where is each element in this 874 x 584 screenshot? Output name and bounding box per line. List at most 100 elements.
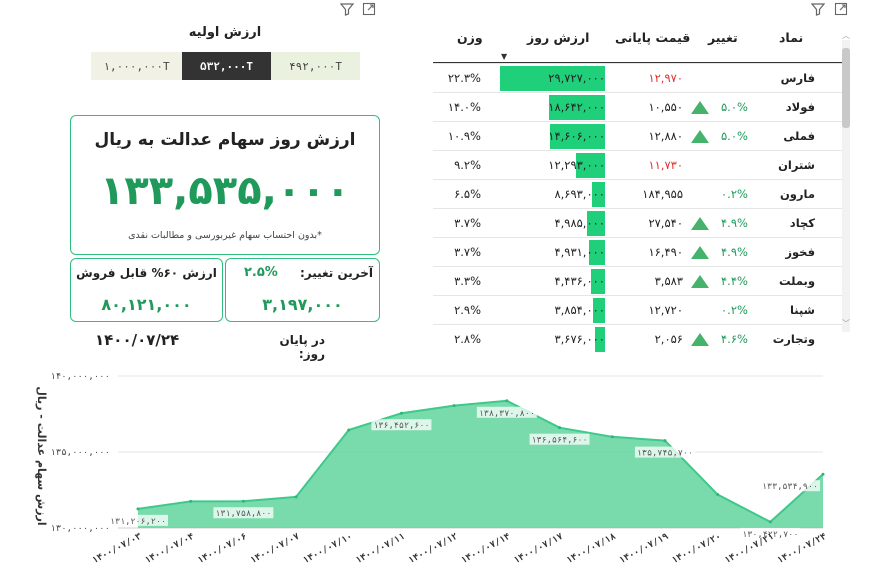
day-value-bar: [549, 95, 605, 120]
weight-cell: ۲.۹%: [454, 303, 481, 317]
day-value-footnote: *بدون احتساب سهام غیربورسی و مطالبات نقد…: [128, 230, 322, 241]
data-point[interactable]: [294, 495, 298, 499]
end-of-day-date: ۱۴۰۰/۰۷/۲۴: [95, 331, 180, 349]
filter-icon[interactable]: [339, 2, 355, 19]
day-value-title: ارزش روز سهام عدالت به ریال: [94, 130, 356, 150]
last-change-card: آخرین تغییر: ۲.۵% ۳,۱۹۷,۰۰۰: [225, 258, 380, 322]
option-492000[interactable]: ۴۹۲,۰۰۰T: [271, 52, 360, 80]
scroll-down-icon[interactable]: ﹀: [842, 319, 850, 328]
table-row[interactable]: فارس ۱۲,۹۷۰ ۲۹,۷۲۷,۰۰۰ ۲۲.۳%: [433, 63, 849, 93]
data-point[interactable]: [136, 507, 140, 511]
weight-cell: ۳.۳%: [454, 274, 481, 288]
table-row[interactable]: فخوز ۴.۹% ۱۶,۴۹۰ ۴,۹۳۱,۰۰۰ ۳.۷%: [433, 237, 849, 267]
change-cell: ۰.۲%: [721, 187, 748, 201]
day-value-bar: [593, 298, 605, 323]
option-532000[interactable]: ۵۳۲,۰۰۰T: [182, 52, 271, 80]
day-value-cell: ۲۹,۷۲۷,۰۰۰: [548, 71, 605, 85]
data-label: ۱۳۱,۲۰۶,۲۰۰: [110, 517, 166, 527]
x-tick-label: ۱۴۰۰/۰۷/۲۰: [670, 532, 723, 566]
table-row[interactable]: مارون ۰.۲% ۱۸۴,۹۵۵ ۸,۶۹۳,۰۰۰ ۶.۵%: [433, 179, 849, 209]
x-tick-label: ۱۴۰۰/۰۷/۱۷: [512, 532, 565, 567]
symbol-cell: وتجارت: [772, 332, 815, 346]
table-row[interactable]: فملی ۵.۰% ۱۲,۸۸۰ ۱۴,۶۰۶,۰۰۰ ۱۰.۹%: [433, 121, 849, 151]
day-value-bar: [550, 124, 605, 149]
filter-icon[interactable]: [810, 2, 826, 19]
final-price-cell: ۱۰,۵۵۰: [648, 100, 683, 114]
expand-icon[interactable]: [362, 2, 376, 19]
scroll-up-icon[interactable]: ︿: [842, 31, 850, 40]
data-label-bg: [108, 514, 168, 526]
data-point[interactable]: [610, 435, 614, 439]
up-triangle-icon: [691, 275, 709, 288]
table-row[interactable]: شپنا ۰.۲% ۱۲,۷۲۰ ۳,۸۵۴,۰۰۰ ۲.۹%: [433, 295, 849, 325]
day-value-bar: [575, 153, 605, 178]
table-row[interactable]: کچاد ۴.۹% ۲۷,۵۴۰ ۴,۹۸۵,۰۰۰ ۳.۷%: [433, 208, 849, 238]
header-day-value[interactable]: ارزش روز: [527, 30, 590, 45]
data-point[interactable]: [821, 472, 825, 476]
table-row[interactable]: وتجارت ۴.۶% ۲,۰۵۶ ۳,۶۷۶,۰۰۰ ۲.۸%: [433, 324, 849, 354]
header-symbol[interactable]: نماد: [779, 30, 804, 45]
end-of-day-label: در پایان روز:: [279, 333, 325, 361]
x-tick-label: ۱۴۰۰/۰۷/۰۷: [249, 532, 302, 567]
day-value-cell: ۴,۹۳۱,۰۰۰: [554, 245, 605, 259]
day-value-cell: ۳,۶۷۶,۰۰۰: [554, 332, 605, 346]
weight-cell: ۱۰.۹%: [447, 129, 481, 143]
table-row[interactable]: فولاد ۵.۰% ۱۰,۵۵۰ ۱۸,۶۴۲,۰۰۰ ۱۴.۰%: [433, 92, 849, 122]
change-cell: ۰.۲%: [721, 303, 748, 317]
sellable-value: ۸۰,۱۲۱,۰۰۰: [101, 295, 192, 314]
table-header-border: [433, 62, 849, 63]
sellable-card: ارزش ۶۰% قابل فروش ۸۰,۱۲۱,۰۰۰: [70, 258, 223, 322]
final-price-cell: ۱۲,۷۲۰: [648, 303, 683, 317]
up-triangle-icon: [691, 217, 709, 230]
up-triangle-icon: [691, 333, 709, 346]
x-tick-label: ۱۴۰۰/۰۷/۰۶: [196, 532, 249, 566]
data-point[interactable]: [716, 493, 720, 497]
x-tick-label: ۱۴۰۰/۰۷/۱۹: [618, 532, 671, 567]
day-value-cell: ۸,۶۹۳,۰۰۰: [554, 187, 605, 201]
final-price-cell: ۱۸۴,۹۵۵: [642, 187, 683, 201]
header-change[interactable]: تغییر: [708, 30, 738, 45]
table-row[interactable]: شتران ۱۱,۷۳۰ ۱۲,۲۹۳,۰۰۰ ۹.۲%: [433, 150, 849, 180]
change-cell: ۵.۰%: [721, 100, 748, 114]
final-price-cell: ۱۲,۸۸۰: [648, 129, 683, 143]
symbol-cell: فخوز: [785, 245, 815, 259]
data-point[interactable]: [452, 404, 456, 408]
sort-desc-icon[interactable]: ▼: [501, 52, 508, 61]
data-label-bg: [476, 406, 537, 418]
y-axis-label: ارزش سهام عدالت - ریال: [35, 386, 48, 525]
data-label-bg: [740, 527, 801, 539]
data-point[interactable]: [347, 428, 351, 432]
table-row[interactable]: وبملت ۴.۴% ۳,۵۸۳ ۴,۴۳۶,۰۰۰ ۳.۳%: [433, 266, 849, 296]
last-change-percent: ۲.۵%: [244, 265, 278, 280]
change-cell: ۴.۹%: [721, 245, 748, 259]
weight-cell: ۳.۷%: [454, 216, 481, 230]
data-label-bg: [371, 419, 432, 431]
data-label: ۱۳۵,۷۴۵,۷۰۰: [637, 449, 693, 459]
data-point[interactable]: [241, 499, 245, 503]
data-point[interactable]: [768, 520, 772, 524]
data-point[interactable]: [558, 426, 562, 430]
weight-cell: ۲.۸%: [454, 332, 481, 346]
header-final-price[interactable]: قیمت پایانی: [615, 30, 691, 45]
data-point[interactable]: [189, 499, 193, 503]
final-price-cell: ۱۲,۹۷۰: [648, 71, 683, 85]
day-value-bar: [587, 211, 605, 236]
header-weight[interactable]: وزن: [457, 30, 483, 45]
data-label-bg: [760, 480, 820, 492]
up-triangle-icon: [691, 101, 709, 114]
table-scrollbar[interactable]: [842, 40, 850, 332]
data-point[interactable]: [505, 399, 509, 403]
initial-value-label: ارزش اولیه: [188, 25, 262, 40]
day-value-cell: ۴,۹۸۵,۰۰۰: [554, 216, 605, 230]
data-point[interactable]: [399, 411, 403, 415]
expand-icon[interactable]: [834, 2, 848, 19]
sellable-label: ارزش ۶۰% قابل فروش: [76, 266, 217, 280]
data-label: ۱۳۰,۴۲۲,۷۰۰: [742, 530, 798, 540]
symbol-cell: وبملت: [778, 274, 815, 288]
x-tick-label: ۱۴۰۰/۰۷/۰۳: [91, 532, 144, 567]
scrollbar-thumb[interactable]: [842, 48, 850, 128]
option-1000000[interactable]: ۱,۰۰۰,۰۰۰T: [91, 52, 182, 80]
symbol-cell: شتران: [778, 158, 815, 172]
data-point[interactable]: [663, 439, 667, 443]
final-price-cell: ۳,۵۸۳: [654, 274, 683, 288]
